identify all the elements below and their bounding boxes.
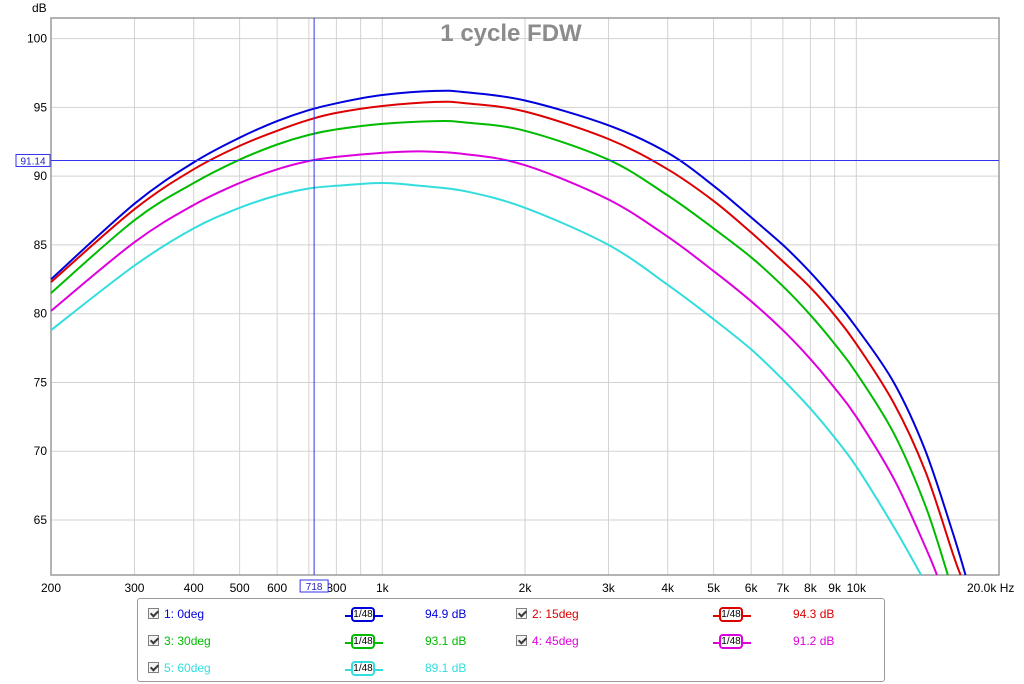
cursor-y-readout-box <box>15 153 51 167</box>
y-tick-label: 65 <box>34 513 48 527</box>
y-tick-label: 90 <box>34 169 48 183</box>
x-tick-label: 4k <box>661 581 675 595</box>
legend-entry-1: 1: 0deg 1/48 94.9 dB <box>148 606 508 626</box>
y-tick-label: 80 <box>34 307 48 321</box>
x-tick-label: 10k <box>847 581 867 595</box>
series-line-1 <box>50 89 967 576</box>
x-tick-label: 3k <box>602 581 616 595</box>
legend-smoothing-label: 1/48 <box>351 634 375 649</box>
plot-area[interactable] <box>50 17 1000 576</box>
y-tick-label: 75 <box>34 375 48 389</box>
legend-panel: 1: 0deg 1/48 94.9 dB 2: 15deg 1/48 94.3 dB 3: … <box>137 598 885 682</box>
legend-series-name: 2: 15deg <box>532 607 579 621</box>
legend-checkbox[interactable] <box>148 662 159 673</box>
x-tick-label: 1k <box>376 581 390 595</box>
legend-smoothing-label: 1/48 <box>719 607 743 622</box>
legend-series-value: 91.2 dB <box>793 634 835 648</box>
series-lines <box>50 89 967 576</box>
y-tick-label: 100 <box>27 32 47 46</box>
x-tick-label: 500 <box>230 581 250 595</box>
x-tick-label: 400 <box>184 581 204 595</box>
series-line-3 <box>50 120 949 576</box>
series-line-5 <box>50 181 922 576</box>
x-tick-label: 7k <box>777 581 791 595</box>
series-line-2 <box>50 100 962 576</box>
y-tick-label: 70 <box>34 444 48 458</box>
axis-tick-labels: 200 300 400 500 600 800 1k 2k 3k 4k 5k 6k 7k 8k 9k 10k 2… <box>27 32 1014 595</box>
x-tick-label: 20.0k Hz <box>967 581 1014 595</box>
x-tick-label: 200 <box>41 581 61 595</box>
legend-series-value: 93.1 dB <box>425 634 467 648</box>
frequency-response-chart: dB 1 cycle FDW 200 300 400 500 600 800 1k 2k 3k 4… <box>15 1 1014 595</box>
legend-smoothing-button[interactable]: 1/48 <box>713 606 751 624</box>
legend-smoothing-button[interactable]: 1/48 <box>345 633 383 651</box>
legend-series-value: 89.1 dB <box>425 661 467 675</box>
y-axis-unit-label: dB <box>32 1 47 15</box>
cursor-x-readout: 718 <box>306 582 323 593</box>
legend-smoothing-button[interactable]: 1/48 <box>713 633 751 651</box>
legend-checkbox[interactable] <box>148 608 159 619</box>
legend-smoothing-label: 1/48 <box>351 607 375 622</box>
legend-checkbox[interactable] <box>148 635 159 646</box>
legend-series-name: 5: 60deg <box>164 661 211 675</box>
grid-lines <box>51 18 999 575</box>
legend-series-name: 4: 45deg <box>532 634 579 648</box>
legend-checkbox[interactable] <box>516 608 527 619</box>
cursor-y-readout: 91.14 <box>20 156 45 167</box>
x-tick-label: 2k <box>519 581 533 595</box>
legend-smoothing-button[interactable]: 1/48 <box>345 660 383 678</box>
x-tick-label: 600 <box>267 581 287 595</box>
x-tick-label: 6k <box>745 581 759 595</box>
series-line-4 <box>50 150 938 576</box>
legend-series-value: 94.9 dB <box>425 607 467 621</box>
chart-title: 1 cycle FDW <box>440 20 582 47</box>
cursor-x-readout-box <box>299 579 329 593</box>
legend-entry-2: 2: 15deg 1/48 94.3 dB <box>516 606 876 626</box>
y-tick-label: 95 <box>34 100 48 114</box>
legend-entry-4: 4: 45deg 1/48 91.2 dB <box>516 633 876 653</box>
x-tick-label: 9k <box>828 581 842 595</box>
legend-entry-3: 3: 30deg 1/48 93.1 dB <box>148 633 508 653</box>
x-tick-label: 5k <box>707 581 721 595</box>
legend-smoothing-button[interactable]: 1/48 <box>345 606 383 624</box>
y-tick-label: 85 <box>34 238 48 252</box>
legend-smoothing-label: 1/48 <box>719 634 743 649</box>
legend-entry-5: 5: 60deg 1/48 89.1 dB <box>148 660 508 680</box>
legend-series-name: 3: 30deg <box>164 634 211 648</box>
legend-smoothing-label: 1/48 <box>351 661 375 676</box>
x-tick-label: 300 <box>124 581 144 595</box>
crosshair-cursor[interactable]: 91.14 718 <box>15 18 999 593</box>
x-tick-label: 8k <box>804 581 818 595</box>
x-tick-label: 800 <box>326 581 346 595</box>
legend-series-name: 1: 0deg <box>164 607 205 621</box>
legend-series-value: 94.3 dB <box>793 607 835 621</box>
legend-checkbox[interactable] <box>516 635 527 646</box>
